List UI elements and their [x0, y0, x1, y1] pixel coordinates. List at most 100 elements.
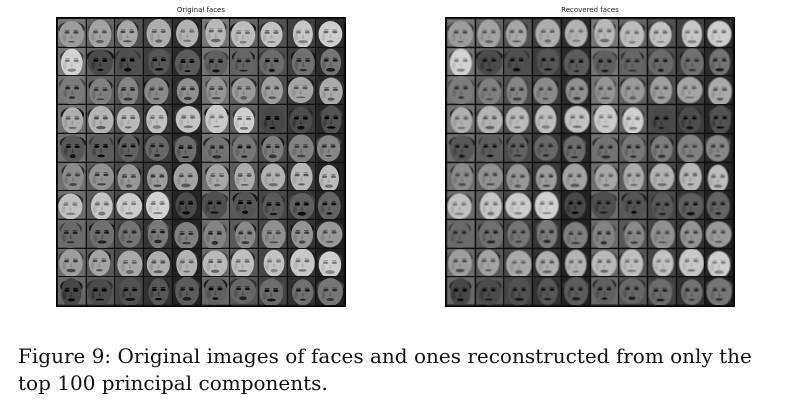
original-face-thumbnail — [287, 219, 316, 248]
original-face-thumbnail — [144, 191, 172, 219]
recovered-face-thumbnail — [676, 76, 705, 105]
original-face-thumbnail — [58, 191, 86, 219]
recovered-face-thumbnail — [504, 219, 533, 248]
original-face-thumbnail — [86, 133, 115, 162]
original-face-thumbnail — [201, 248, 230, 277]
recovered-face-thumbnail — [504, 162, 533, 191]
recovered-face-thumbnail — [475, 277, 504, 305]
original-face-thumbnail — [316, 76, 344, 105]
original-face-thumbnail — [201, 105, 230, 133]
recovered-face-thumbnail — [561, 133, 590, 162]
recovered-face-thumbnail — [561, 219, 590, 248]
recovered-face-thumbnail — [647, 191, 676, 219]
original-face-thumbnail — [86, 76, 115, 105]
recovered-face-thumbnail — [447, 162, 475, 191]
recovered-face-thumbnail — [647, 76, 676, 105]
original-face-thumbnail — [58, 162, 86, 191]
recovered-face-thumbnail — [619, 248, 647, 277]
original-face-thumbnail — [258, 76, 287, 105]
recovered-face-thumbnail — [504, 47, 533, 76]
recovered-face-thumbnail — [590, 133, 619, 162]
recovered-face-thumbnail — [504, 277, 533, 305]
recovered-face-thumbnail — [590, 248, 619, 277]
original-face-thumbnail — [144, 133, 172, 162]
recovered-face-thumbnail — [533, 19, 561, 47]
original-face-thumbnail — [316, 47, 344, 76]
original-face-thumbnail — [287, 133, 316, 162]
recovered-face-thumbnail — [676, 162, 705, 191]
original-face-thumbnail — [115, 219, 144, 248]
recovered-face-thumbnail — [533, 133, 561, 162]
recovered-face-thumbnail — [475, 191, 504, 219]
original-face-thumbnail — [115, 76, 144, 105]
original-face-thumbnail — [201, 219, 230, 248]
recovered-face-thumbnail — [647, 133, 676, 162]
recovered-face-thumbnail — [475, 162, 504, 191]
recovered-face-thumbnail — [561, 248, 590, 277]
original-face-thumbnail — [172, 76, 201, 105]
original-face-thumbnail — [144, 47, 172, 76]
recovered-face-thumbnail — [676, 133, 705, 162]
recovered-face-thumbnail — [619, 191, 647, 219]
recovered-face-thumbnail — [447, 191, 475, 219]
original-face-thumbnail — [86, 277, 115, 305]
recovered-face-thumbnail — [705, 47, 733, 76]
original-face-thumbnail — [258, 105, 287, 133]
recovered-face-thumbnail — [504, 133, 533, 162]
recovered-face-thumbnail — [705, 219, 733, 248]
original-face-thumbnail — [230, 19, 258, 47]
original-face-thumbnail — [258, 162, 287, 191]
recovered-face-thumbnail — [561, 47, 590, 76]
recovered-face-thumbnail — [504, 248, 533, 277]
recovered-face-thumbnail — [561, 19, 590, 47]
recovered-face-thumbnail — [619, 277, 647, 305]
original-face-thumbnail — [58, 248, 86, 277]
recovered-face-thumbnail — [647, 47, 676, 76]
original-face-thumbnail — [230, 105, 258, 133]
original-face-thumbnail — [230, 277, 258, 305]
original-face-thumbnail — [287, 191, 316, 219]
original-face-thumbnail — [58, 105, 86, 133]
original-face-thumbnail — [258, 133, 287, 162]
original-face-thumbnail — [144, 19, 172, 47]
recovered-face-thumbnail — [475, 105, 504, 133]
recovered-face-thumbnail — [647, 19, 676, 47]
recovered-face-thumbnail — [676, 105, 705, 133]
recovered-face-thumbnail — [619, 219, 647, 248]
original-face-thumbnail — [115, 248, 144, 277]
original-face-thumbnail — [172, 133, 201, 162]
original-face-thumbnail — [316, 162, 344, 191]
original-face-thumbnail — [230, 47, 258, 76]
original-face-thumbnail — [201, 76, 230, 105]
original-face-thumbnail — [230, 219, 258, 248]
recovered-face-thumbnail — [447, 105, 475, 133]
recovered-face-thumbnail — [590, 47, 619, 76]
recovered-face-thumbnail — [705, 105, 733, 133]
original-face-thumbnail — [172, 277, 201, 305]
original-face-thumbnail — [287, 105, 316, 133]
original-face-thumbnail — [316, 19, 344, 47]
recovered-face-thumbnail — [533, 277, 561, 305]
original-face-thumbnail — [201, 191, 230, 219]
recovered-face-thumbnail — [619, 19, 647, 47]
recovered-face-thumbnail — [647, 277, 676, 305]
original-face-thumbnail — [172, 19, 201, 47]
original-face-thumbnail — [115, 277, 144, 305]
original-face-thumbnail — [144, 248, 172, 277]
panel-title-recovered: Recovered faces — [561, 6, 619, 14]
recovered-face-thumbnail — [561, 105, 590, 133]
original-face-thumbnail — [287, 248, 316, 277]
original-face-thumbnail — [287, 19, 316, 47]
original-face-thumbnail — [201, 133, 230, 162]
original-face-thumbnail — [144, 105, 172, 133]
original-face-thumbnail — [144, 277, 172, 305]
recovered-face-thumbnail — [533, 105, 561, 133]
original-face-thumbnail — [144, 76, 172, 105]
recovered-face-thumbnail — [590, 191, 619, 219]
recovered-face-thumbnail — [561, 76, 590, 105]
original-face-thumbnail — [258, 248, 287, 277]
recovered-face-thumbnail — [475, 219, 504, 248]
original-face-thumbnail — [172, 219, 201, 248]
original-face-thumbnail — [115, 133, 144, 162]
recovered-face-thumbnail — [447, 248, 475, 277]
